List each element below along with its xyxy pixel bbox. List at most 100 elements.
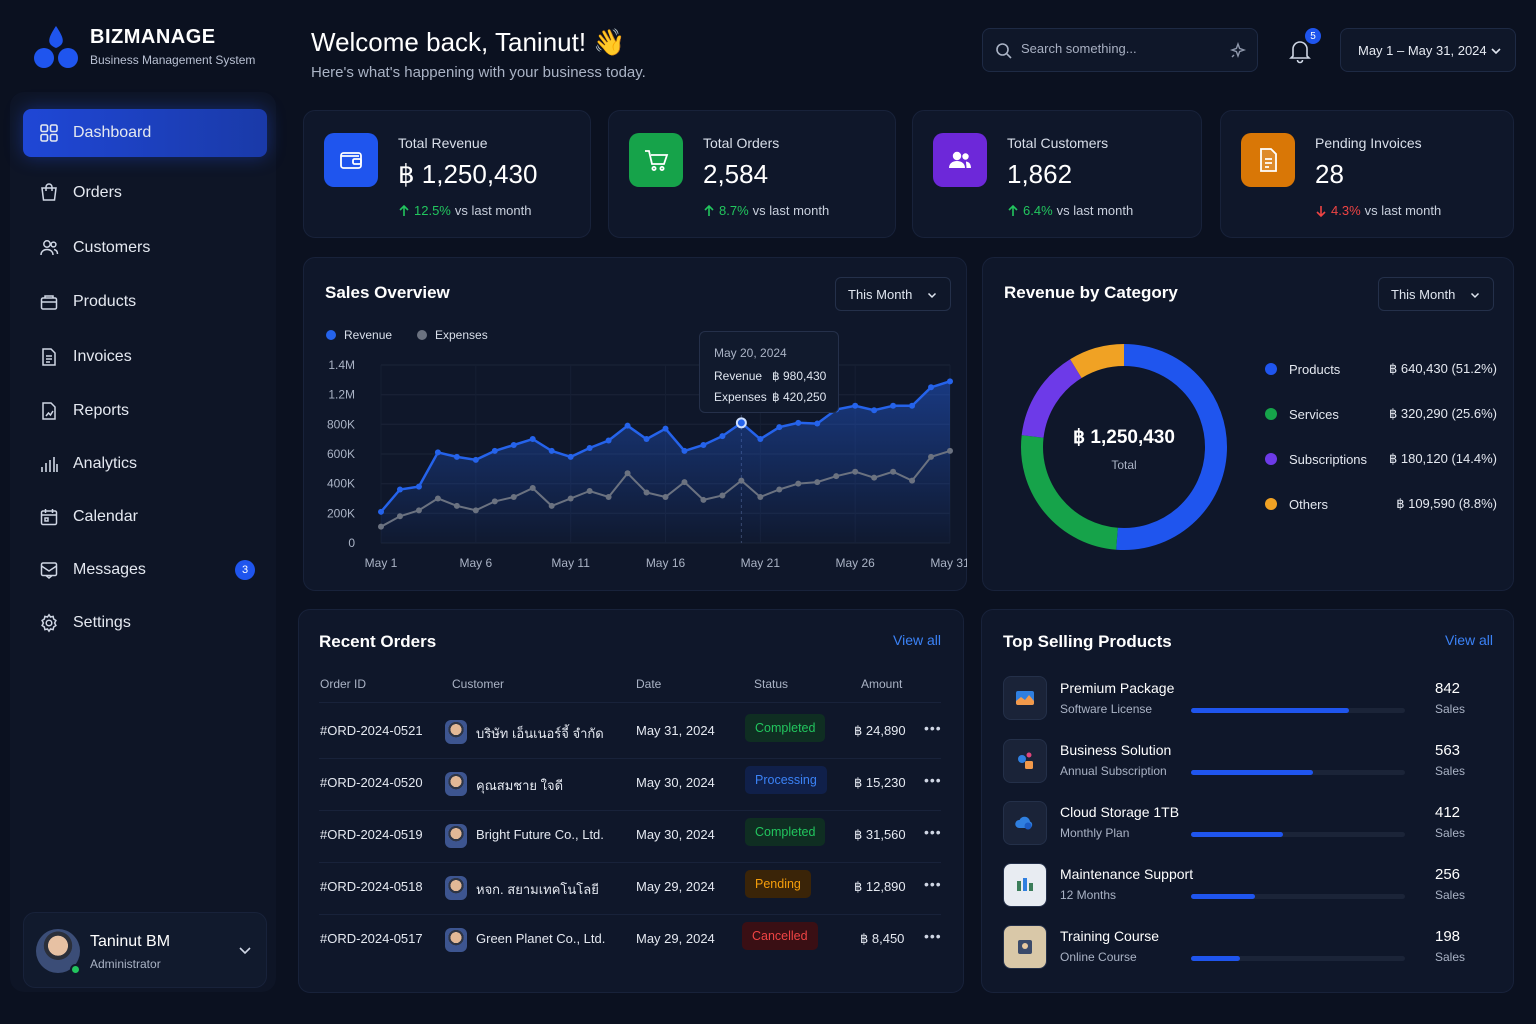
- table-row[interactable]: #ORD-2024-0519 Bright Future Co., Ltd. M…: [299, 810, 965, 862]
- revenue-point[interactable]: [719, 433, 726, 440]
- sidebar-item-orders[interactable]: Orders: [23, 169, 267, 217]
- table-row[interactable]: #ORD-2024-0520 คุณสมชาย ใจดี May 30, 202…: [299, 758, 965, 810]
- expenses-point[interactable]: [681, 479, 688, 486]
- revenue-point[interactable]: [681, 447, 688, 454]
- revenue-point[interactable]: [453, 453, 460, 460]
- revenue-point[interactable]: [491, 447, 498, 454]
- expenses-point[interactable]: [776, 486, 783, 493]
- expenses-point[interactable]: [529, 485, 536, 492]
- sidebar-item-dashboard[interactable]: Dashboard: [23, 109, 267, 157]
- revenue-point[interactable]: [909, 402, 916, 409]
- revenue-point[interactable]: [472, 456, 479, 463]
- revenue-point[interactable]: [643, 436, 650, 443]
- expenses-point[interactable]: [947, 447, 953, 454]
- revenue-point[interactable]: [434, 449, 441, 456]
- expenses-point[interactable]: [757, 493, 764, 500]
- revenue-point[interactable]: [510, 441, 517, 448]
- expenses-point[interactable]: [415, 507, 422, 514]
- expenses-point[interactable]: [378, 523, 384, 530]
- revenue-point[interactable]: [852, 402, 859, 409]
- revenue-point[interactable]: [735, 417, 747, 429]
- revenue-point[interactable]: [700, 441, 707, 448]
- expenses-point[interactable]: [567, 495, 574, 502]
- list-item[interactable]: Training Course Online Course 198 Sales: [982, 923, 1515, 975]
- sidebar-item-customers[interactable]: Customers: [23, 224, 267, 272]
- expenses-point[interactable]: [833, 473, 840, 480]
- expenses-point[interactable]: [814, 479, 821, 486]
- expenses-point[interactable]: [643, 489, 650, 496]
- list-item[interactable]: Cloud Storage 1TB Monthly Plan 412 Sales: [982, 799, 1515, 851]
- expenses-point[interactable]: [491, 498, 498, 505]
- revenue-point[interactable]: [814, 420, 821, 427]
- revenue-point[interactable]: [662, 425, 669, 432]
- expenses-point[interactable]: [738, 477, 745, 484]
- expenses-point[interactable]: [700, 496, 707, 503]
- search-input[interactable]: [1021, 41, 1221, 56]
- revenue-point[interactable]: [586, 444, 593, 451]
- user-menu[interactable]: Taninut BM Administrator: [23, 912, 267, 988]
- revenue-point[interactable]: [928, 384, 935, 391]
- revenue-point[interactable]: [378, 508, 384, 515]
- expenses-point[interactable]: [719, 492, 726, 499]
- revenue-point[interactable]: [624, 422, 631, 429]
- sidebar-item-messages[interactable]: Messages 3: [23, 546, 267, 594]
- expenses-point[interactable]: [510, 493, 517, 500]
- revenue-point[interactable]: [890, 402, 897, 409]
- more-options-icon[interactable]: •••: [924, 720, 942, 736]
- revenue-point[interactable]: [795, 419, 802, 426]
- revenue-point[interactable]: [548, 447, 555, 454]
- donut-slice-products[interactable]: [1116, 344, 1227, 550]
- list-item[interactable]: Maintenance Support 12 Months 256 Sales: [982, 861, 1515, 913]
- sidebar-item-settings[interactable]: Settings: [23, 599, 267, 647]
- expenses-point[interactable]: [472, 507, 479, 514]
- revenue-point[interactable]: [396, 486, 403, 493]
- more-options-icon[interactable]: •••: [924, 928, 942, 944]
- revenue-point[interactable]: [567, 453, 574, 460]
- expenses-point[interactable]: [434, 495, 441, 502]
- revenue-point[interactable]: [947, 378, 953, 385]
- expenses-point[interactable]: [852, 468, 859, 475]
- expenses-point[interactable]: [453, 502, 460, 509]
- table-row[interactable]: #ORD-2024-0517 Green Planet Co., Ltd. Ma…: [299, 914, 965, 966]
- donut-slice-services[interactable]: [1021, 435, 1119, 550]
- revenue-point[interactable]: [871, 407, 878, 414]
- expenses-point[interactable]: [548, 502, 555, 509]
- donut-slice-subscriptions[interactable]: [1021, 359, 1082, 439]
- date-range-select[interactable]: May 1 – May 31, 2024: [1340, 28, 1516, 72]
- list-item[interactable]: Premium Package Software License 842 Sal…: [982, 674, 1515, 726]
- period-select[interactable]: This Month: [1378, 277, 1494, 311]
- expenses-point[interactable]: [624, 470, 631, 477]
- revenue-point[interactable]: [776, 424, 783, 431]
- revenue-point[interactable]: [757, 436, 764, 443]
- sidebar-item-products[interactable]: Products: [23, 278, 267, 326]
- view-all-products-link[interactable]: View all: [1445, 632, 1493, 648]
- chevron-down-icon[interactable]: [236, 941, 254, 959]
- table-row[interactable]: #ORD-2024-0521 บริษัท เอ็นเนอร์จี้ จำกัด…: [299, 706, 965, 758]
- revenue-point[interactable]: [529, 436, 536, 443]
- view-all-orders-link[interactable]: View all: [893, 632, 941, 648]
- period-select[interactable]: This Month: [835, 277, 951, 311]
- more-options-icon[interactable]: •••: [924, 824, 942, 840]
- sidebar-item-invoices[interactable]: Invoices: [23, 333, 267, 381]
- more-options-icon[interactable]: •••: [924, 876, 942, 892]
- expenses-point[interactable]: [890, 468, 897, 475]
- expenses-point[interactable]: [586, 488, 593, 495]
- more-options-icon[interactable]: •••: [924, 772, 942, 788]
- sparkle-icon[interactable]: [1229, 42, 1247, 60]
- expenses-point[interactable]: [795, 480, 802, 487]
- expenses-point[interactable]: [396, 513, 403, 520]
- list-item[interactable]: Business Solution Annual Subscription 56…: [982, 737, 1515, 789]
- sidebar-item-reports[interactable]: Reports: [23, 387, 267, 435]
- expenses-point[interactable]: [871, 474, 878, 481]
- table-row[interactable]: #ORD-2024-0518 หจก. สยามเทคโนโลยี May 29…: [299, 862, 965, 914]
- sidebar-item-analytics[interactable]: Analytics: [23, 440, 267, 488]
- revenue-point[interactable]: [605, 437, 612, 444]
- expenses-point[interactable]: [909, 477, 916, 484]
- revenue-point[interactable]: [415, 483, 422, 490]
- expenses-point[interactable]: [928, 453, 935, 460]
- expenses-point[interactable]: [605, 493, 612, 500]
- donut-slice-others[interactable]: [1070, 344, 1125, 379]
- expenses-point[interactable]: [662, 493, 669, 500]
- sidebar-item-calendar[interactable]: Calendar: [23, 493, 267, 541]
- bell-icon[interactable]: [1288, 38, 1312, 64]
